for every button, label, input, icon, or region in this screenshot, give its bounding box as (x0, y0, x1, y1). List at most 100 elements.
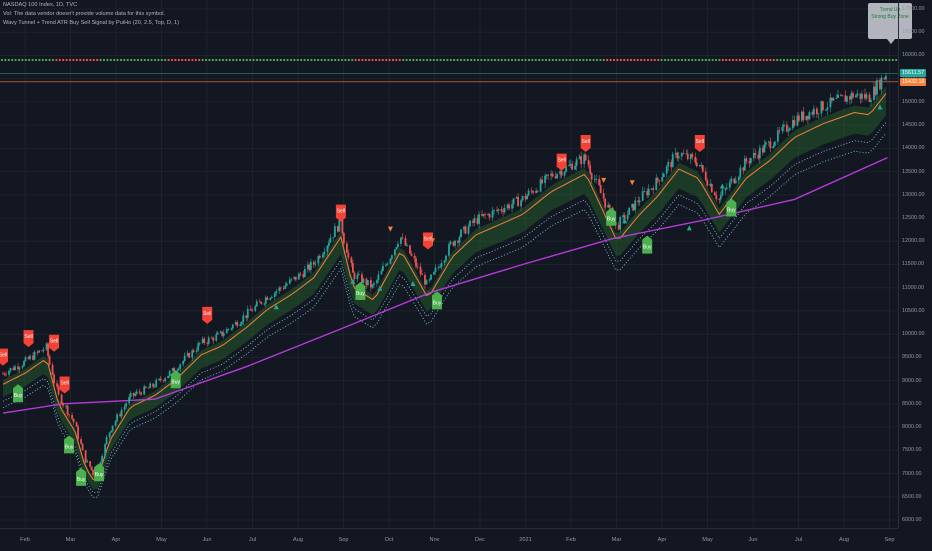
trend-dot (351, 58, 354, 62)
symbol-legend[interactable]: NASDAQ 100 Index, 1D, TVC (3, 2, 78, 8)
candle-body (493, 209, 495, 211)
candle-body (448, 244, 450, 256)
candle-body (637, 200, 640, 203)
candle-body (382, 265, 384, 271)
candle-body (99, 462, 102, 467)
candle-body (737, 176, 740, 181)
candle-body (488, 214, 491, 218)
trend-dot (793, 58, 796, 62)
candle-body (883, 77, 886, 80)
trend-dot (527, 58, 531, 62)
candle-body (263, 303, 266, 305)
trend-dot (776, 58, 779, 62)
candle-body (682, 153, 685, 155)
candle-body (778, 130, 781, 132)
candle-body (467, 226, 470, 234)
candle-body (482, 214, 485, 216)
candle-body (275, 290, 278, 293)
sell-marker (422, 232, 433, 250)
sell-label: Sell (337, 209, 345, 215)
price-tick-label: 14000.00 (902, 145, 925, 152)
trend-dot (667, 58, 670, 62)
trend-dot (599, 58, 602, 62)
trend-dot (92, 58, 95, 62)
candle-body (880, 77, 883, 90)
trend-dot (633, 58, 636, 62)
trend-dot (816, 58, 820, 62)
candle-body (376, 280, 378, 284)
candle-body (595, 178, 598, 180)
candle-body (508, 204, 510, 209)
candle-body (353, 272, 356, 280)
trend-dot (17, 58, 21, 62)
price-tick-label: 9000.00 (902, 377, 922, 384)
time-tick-label: Aug (839, 537, 849, 543)
candle-body (587, 160, 590, 166)
candle-body (569, 163, 572, 165)
candle-body (487, 214, 489, 215)
trend-dot (160, 58, 163, 62)
time-tick-label: Feb (20, 537, 30, 543)
candle-body (302, 274, 305, 278)
trend-dot (799, 58, 803, 62)
candle-body (788, 128, 791, 131)
candle-body (665, 166, 668, 174)
candle-body (149, 383, 152, 388)
chart-area[interactable]: Sell Buy Sell Sell Sell Buy Buy Buy Buy Sell Sell B… (0, 0, 912, 528)
candle-body (249, 308, 252, 311)
trend-dot (296, 58, 299, 62)
candle-body (638, 200, 641, 203)
price-chart[interactable]: Sell Buy Sell Sell Sell Buy Buy Buy Buy Sell Sell B… (0, 0, 898, 528)
candle-body (367, 280, 369, 286)
candle-body (761, 147, 764, 153)
candle-body (497, 209, 500, 211)
trend-dot (891, 58, 894, 62)
trend-dot (354, 58, 357, 62)
candle-body (481, 214, 483, 216)
candle-body (409, 245, 411, 254)
trend-dot (650, 58, 653, 62)
trend-dot (895, 58, 898, 62)
candle-body (710, 183, 713, 193)
trend-dot (147, 58, 150, 62)
candle-body (338, 218, 341, 232)
candle-body (12, 367, 15, 371)
candle-body (219, 331, 222, 333)
trend-dot (0, 58, 4, 62)
candle-body (284, 285, 287, 289)
candle-body (560, 171, 563, 176)
candle-body (472, 220, 474, 223)
candle-body (458, 237, 461, 243)
candle-body (210, 337, 213, 339)
price-axis[interactable]: 17000.0016500.0016000.0015500.0015000.00… (898, 0, 932, 528)
time-axis[interactable]: Feb Mar Apr May Jun Jul Aug Sep Oct Nov Dec 2021 Feb… (0, 528, 898, 551)
trend-dot (313, 58, 316, 62)
trend-dot (228, 58, 231, 62)
trend-dot (337, 58, 340, 62)
sell-label: Sell (696, 139, 704, 145)
trend-dot (7, 58, 10, 62)
indicator-legend[interactable]: Wavy Tunnel + Trend ATR Buy Sell Signal … (3, 20, 180, 26)
candle-body (125, 403, 128, 407)
trend-up-triangle (377, 285, 383, 291)
candle-body (201, 338, 204, 343)
trend-dot (286, 58, 289, 62)
candle-body (345, 243, 348, 253)
candle-body (77, 426, 79, 440)
candle-body (850, 93, 853, 100)
candle-body (524, 196, 527, 200)
trend-dot (123, 58, 126, 62)
time-tick-label: Oct (384, 537, 394, 543)
candle-body (104, 444, 107, 456)
candle-body (299, 273, 302, 275)
time-tick-label: Apr (657, 537, 667, 543)
sell-signal: Sell (335, 204, 346, 222)
time-tick-label: Jun (748, 537, 758, 543)
candle-body (152, 383, 155, 387)
trend-dot (470, 58, 473, 62)
trend-dot (504, 58, 507, 62)
time-tick-label: Feb (566, 537, 576, 543)
candle-body (81, 443, 84, 451)
candle-body (876, 80, 878, 95)
trend-dot (742, 58, 745, 62)
